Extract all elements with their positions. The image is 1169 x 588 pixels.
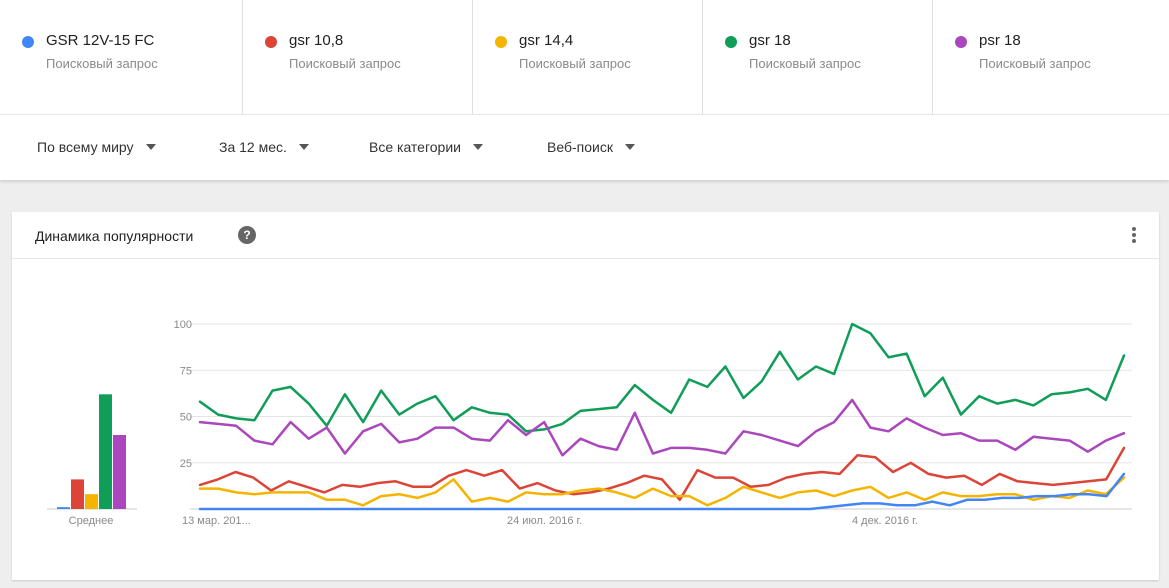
term-color-dot-icon [495, 36, 507, 48]
series-line [198, 446, 1126, 502]
x-tick-label: 4 дек. 2016 г. [852, 515, 918, 527]
search-type-filter-label: Веб-поиск [547, 139, 613, 155]
average-bar [85, 494, 98, 509]
search-term-name: GSR 12V-15 FC [46, 32, 155, 49]
search-term-type: Поисковый запрос [46, 56, 158, 71]
chevron-down-icon [624, 144, 635, 150]
category-filter-label: Все категории [369, 139, 461, 155]
card-title: Динамика популярности [35, 228, 194, 244]
search-term-type: Поисковый запрос [519, 56, 631, 71]
average-label: Среднее [69, 515, 114, 527]
search-term-type: Поисковый запрос [979, 56, 1091, 71]
search-term-card[interactable]: gsr 10,8 Поисковый запрос [242, 0, 472, 114]
average-bar [71, 479, 84, 509]
region-filter[interactable]: По всему миру [37, 139, 156, 155]
period-filter-label: За 12 мес. [219, 139, 287, 155]
term-color-dot-icon [22, 36, 34, 48]
chevron-down-icon [298, 144, 309, 150]
search-term-type: Поисковый запрос [289, 56, 401, 71]
term-color-dot-icon [265, 36, 277, 48]
average-bar [57, 507, 70, 509]
search-term-card[interactable]: gsr 18 Поисковый запрос [702, 0, 932, 114]
search-term-card[interactable]: GSR 12V-15 FC Поисковый запрос [0, 0, 242, 114]
y-tick-label: 25 [180, 458, 192, 470]
search-term-name: gsr 18 [749, 32, 791, 49]
search-type-filter[interactable]: Веб-поиск [547, 139, 635, 155]
series-line [198, 398, 1126, 457]
x-tick-label: 13 мар. 201... [182, 515, 251, 527]
series-line [198, 322, 1126, 433]
chevron-down-icon [145, 144, 156, 150]
series-line [198, 476, 1126, 507]
help-icon[interactable]: ? [238, 226, 256, 244]
average-bar [99, 394, 112, 509]
chevron-down-icon [472, 144, 483, 150]
card-header: Динамика популярности ? [12, 212, 1159, 259]
series-line [198, 472, 1126, 511]
search-term-name: gsr 10,8 [289, 32, 344, 49]
y-tick-label: 100 [174, 319, 192, 331]
category-filter[interactable]: Все категории [369, 139, 483, 155]
average-bar [113, 435, 126, 509]
search-term-type: Поисковый запрос [749, 56, 861, 71]
y-tick-label: 75 [180, 365, 192, 377]
period-filter[interactable]: За 12 мес. [219, 139, 309, 155]
y-tick-label: 50 [180, 412, 192, 424]
search-term-card[interactable]: psr 18 Поисковый запрос [932, 0, 1162, 114]
search-term-name: gsr 14,4 [519, 32, 574, 49]
search-term-name: psr 18 [979, 32, 1021, 49]
filters-bar: По всему миру За 12 мес. Все категории В… [0, 114, 1169, 180]
term-color-dot-icon [955, 36, 967, 48]
term-color-dot-icon [725, 36, 737, 48]
search-term-card[interactable]: gsr 14,4 Поисковый запрос [472, 0, 702, 114]
more-vert-icon[interactable] [1130, 226, 1138, 246]
interest-over-time-card: Динамика популярности ? 100 75 50 25 13 мар.… [12, 212, 1159, 580]
region-filter-label: По всему миру [37, 139, 134, 155]
search-terms-bar: GSR 12V-15 FC Поисковый запрос gsr 10,8 Пои… [0, 0, 1169, 114]
interest-chart: 100 75 50 25 13 мар. 201... 24 июл. 2016 г. 4 … [47, 319, 1132, 527]
x-tick-label: 24 июл. 2016 г. [507, 515, 582, 527]
